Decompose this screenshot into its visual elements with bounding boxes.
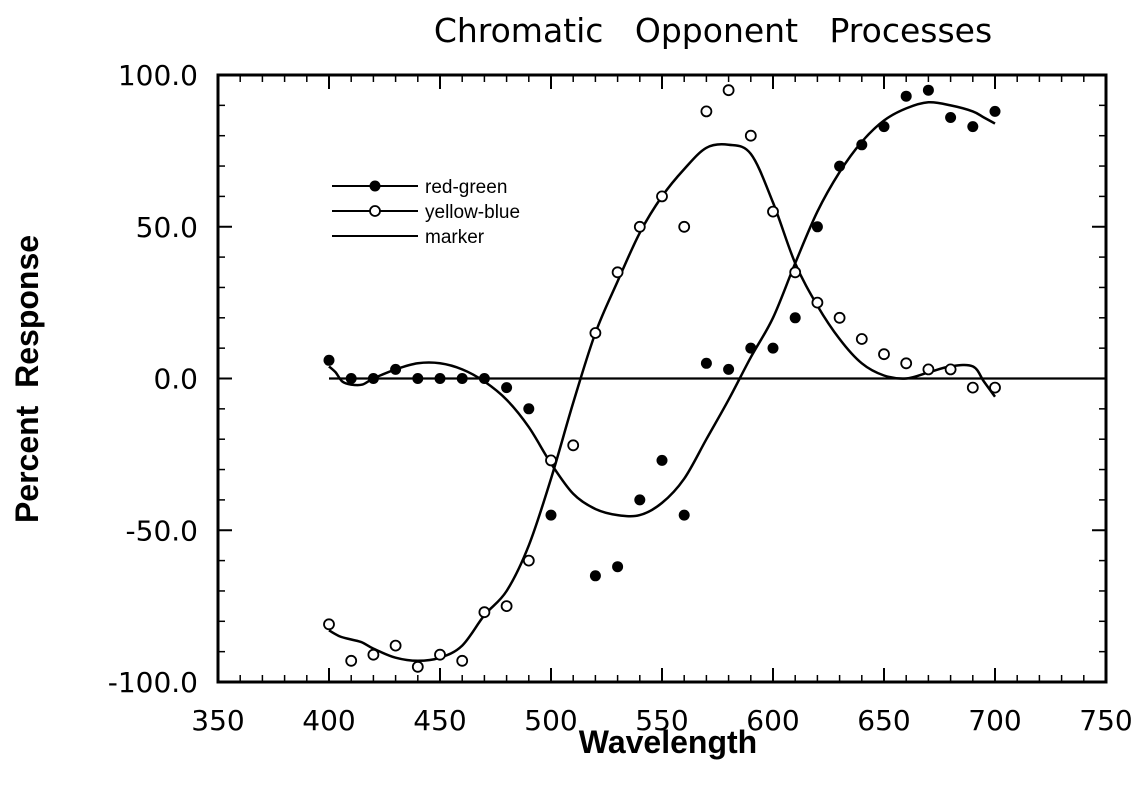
point-yellow-blue: [413, 662, 423, 672]
x-tick-label: 650: [857, 704, 910, 737]
point-yellow-blue: [657, 191, 667, 201]
point-yellow-blue: [968, 383, 978, 393]
y-tick-label: 0.0: [153, 363, 198, 396]
point-red-green: [723, 364, 734, 375]
point-yellow-blue: [768, 207, 778, 217]
point-red-green: [856, 139, 867, 150]
point-red-green: [479, 373, 490, 384]
x-tick-label: 700: [968, 704, 1021, 737]
legend-marker-yellow-blue: [370, 206, 380, 216]
point-yellow-blue: [590, 328, 600, 338]
point-red-green: [768, 343, 779, 354]
legend-label-marker: marker: [425, 227, 485, 248]
x-tick-label: 400: [302, 704, 355, 737]
point-yellow-blue: [479, 607, 489, 617]
axis-ticks: 350 400 450 500 550 600 650 700 750100.050.00.0-…: [108, 59, 1133, 737]
point-red-green: [790, 312, 801, 323]
point-yellow-blue: [946, 364, 956, 374]
point-red-green: [501, 382, 512, 393]
x-axis-label: Wavelength: [579, 724, 757, 760]
point-red-green: [923, 85, 934, 96]
y-tick-label: -50.0: [126, 514, 198, 547]
legend-marker-red-green: [370, 181, 381, 192]
point-red-green: [412, 373, 423, 384]
point-red-green: [879, 121, 890, 132]
point-red-green: [346, 373, 357, 384]
point-yellow-blue: [701, 106, 711, 116]
x-tick-label: 750: [1079, 704, 1132, 737]
point-red-green: [967, 121, 978, 132]
point-red-green: [990, 106, 1001, 117]
point-yellow-blue: [368, 650, 378, 660]
point-yellow-blue: [835, 313, 845, 323]
point-red-green: [901, 91, 912, 102]
x-tick-label: 350: [191, 704, 244, 737]
x-tick-label: 450: [413, 704, 466, 737]
point-yellow-blue: [679, 222, 689, 232]
legend: red-green yellow-blue marker: [332, 177, 520, 248]
legend-label-yellow-blue: yellow-blue: [425, 202, 520, 223]
point-red-green: [679, 510, 690, 521]
chart-title: Chromatic Opponent Processes: [434, 11, 992, 50]
legend-label-red-green: red-green: [425, 177, 507, 198]
y-axis-label: Percent Response: [9, 235, 45, 523]
point-yellow-blue: [812, 298, 822, 308]
point-yellow-blue: [502, 601, 512, 611]
y-tick-label: 100.0: [118, 59, 198, 92]
point-red-green: [390, 364, 401, 375]
point-yellow-blue: [435, 650, 445, 660]
point-yellow-blue: [524, 556, 534, 566]
point-yellow-blue: [635, 222, 645, 232]
point-yellow-blue: [790, 267, 800, 277]
point-red-green: [812, 221, 823, 232]
point-yellow-blue: [746, 131, 756, 141]
point-red-green: [546, 510, 557, 521]
x-tick-label: 500: [524, 704, 577, 737]
point-yellow-blue: [457, 656, 467, 666]
point-red-green: [612, 561, 623, 572]
point-yellow-blue: [613, 267, 623, 277]
point-yellow-blue: [724, 85, 734, 95]
point-red-green: [457, 373, 468, 384]
point-yellow-blue: [857, 334, 867, 344]
point-red-green: [435, 373, 446, 384]
point-red-green: [945, 112, 956, 123]
point-yellow-blue: [391, 641, 401, 651]
fit-curve-2: [329, 102, 995, 516]
y-tick-label: 50.0: [136, 211, 198, 244]
point-yellow-blue: [546, 455, 556, 465]
y-tick-label: -100.0: [108, 666, 198, 699]
point-red-green: [368, 373, 379, 384]
point-yellow-blue: [324, 619, 334, 629]
point-yellow-blue: [990, 383, 1000, 393]
point-red-green: [590, 570, 601, 581]
point-red-green: [701, 358, 712, 369]
point-yellow-blue: [879, 349, 889, 359]
point-red-green: [634, 494, 645, 505]
point-yellow-blue: [901, 358, 911, 368]
point-red-green: [657, 455, 668, 466]
point-yellow-blue: [923, 364, 933, 374]
point-red-green: [523, 403, 534, 414]
point-yellow-blue: [568, 440, 578, 450]
point-red-green: [834, 161, 845, 172]
point-red-green: [324, 355, 335, 366]
point-yellow-blue: [346, 656, 356, 666]
point-red-green: [745, 343, 756, 354]
